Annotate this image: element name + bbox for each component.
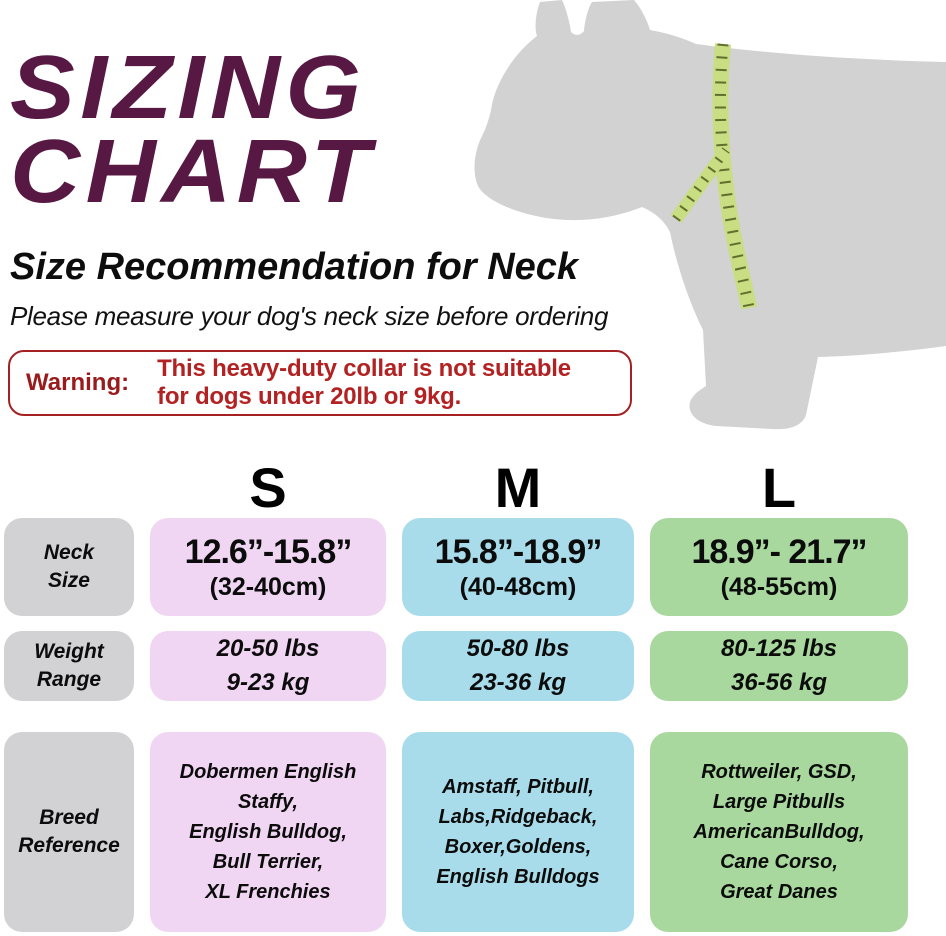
- measuring-tape: [712, 43, 757, 310]
- size-header-s: S: [249, 455, 287, 519]
- warning-label: Warning:: [26, 369, 130, 396]
- weight-lbs-s: 20-50 lbs: [216, 634, 320, 662]
- size-header-m: M: [494, 455, 542, 519]
- neck-size-cm-s: (32-40cm): [209, 572, 327, 601]
- weight-cell-m: 50-80 lbs 23-36 kg: [402, 631, 634, 701]
- weight-kg-s: 9-23 kg: [226, 669, 310, 696]
- neck-size-inches-l: 18.9”- 21.7”: [691, 532, 867, 571]
- sizing-table: S M L Neck Size 12.6”-15.8” (32-40cm) 15…: [4, 455, 908, 932]
- weight-lbs-m: 50-80 lbs: [466, 634, 570, 662]
- size-header-row: S M L: [4, 455, 908, 519]
- breed-cell-s: Dobermen English Staffy, English Bulldog…: [150, 732, 386, 932]
- breed-cell-l: Rottweiler, GSD, Large Pitbulls American…: [650, 732, 908, 932]
- weight-lbs-l: 80-125 lbs: [720, 634, 838, 662]
- breed-list-m: Amstaff, Pitbull, Labs,Ridgeback, Boxer,…: [436, 776, 600, 888]
- size-header-spacer: [4, 458, 134, 516]
- warning-message: This heavy-duty collar is not suitable f…: [157, 354, 571, 410]
- weight-cell-s: 20-50 lbs 9-23 kg: [150, 631, 386, 701]
- neck-size-inches-s: 12.6”-15.8”: [184, 532, 353, 571]
- weight-range-row: Weight Range 20-50 lbs 9-23 kg 50-80 lbs…: [4, 631, 908, 701]
- page-title-line2: CHART: [10, 122, 376, 222]
- neck-size-inches-m: 15.8”-18.9”: [434, 532, 603, 571]
- neck-size-cell-s: 12.6”-15.8” (32-40cm): [150, 518, 386, 616]
- breed-list-s: Dobermen English Staffy, English Bulldog…: [179, 761, 357, 903]
- neck-size-cell-m: 15.8”-18.9” (40-48cm): [402, 518, 634, 616]
- tagline: Please measure your dog's neck size befo…: [10, 301, 609, 331]
- row-label-neck-size: Neck Size: [4, 518, 134, 616]
- row-label-breed-reference: Breed Reference: [4, 732, 134, 932]
- page-title-line1: SIZING: [10, 38, 367, 138]
- breed-cell-m: Amstaff, Pitbull, Labs,Ridgeback, Boxer,…: [402, 732, 634, 932]
- subtitle: Size Recommendation for Neck: [10, 246, 579, 288]
- neck-size-cm-l: (48-55cm): [720, 572, 838, 601]
- weight-kg-l: 36-56 kg: [730, 669, 828, 696]
- row-label-weight-range: Weight Range: [4, 631, 134, 701]
- breed-reference-row: Breed Reference Dobermen English Staffy,…: [4, 732, 908, 932]
- dog-silhouette-illustration: [474, 0, 946, 430]
- neck-size-cm-m: (40-48cm): [459, 572, 577, 601]
- neck-size-row: Neck Size 12.6”-15.8” (32-40cm) 15.8”-18…: [4, 518, 908, 616]
- page-title: SIZING CHART: [10, 38, 376, 222]
- weight-cell-l: 80-125 lbs 36-56 kg: [650, 631, 908, 701]
- neck-size-cell-l: 18.9”- 21.7” (48-55cm): [650, 518, 908, 616]
- dog-silhouette: [474, 0, 946, 430]
- weight-kg-m: 23-36 kg: [469, 669, 567, 696]
- measuring-tape-branch: [670, 146, 732, 223]
- warning-box: Warning: This heavy-duty collar is not s…: [8, 350, 632, 416]
- size-header-l: L: [761, 455, 797, 519]
- breed-list-l: Rottweiler, GSD, Large Pitbulls American…: [693, 761, 865, 903]
